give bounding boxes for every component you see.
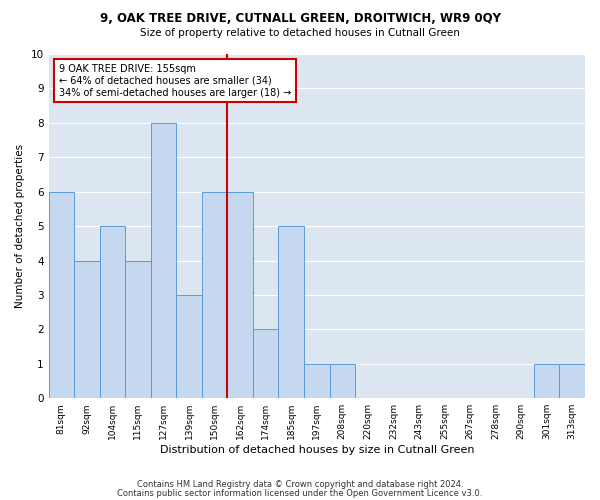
- Bar: [176, 295, 202, 398]
- Text: Contains HM Land Registry data © Crown copyright and database right 2024.: Contains HM Land Registry data © Crown c…: [137, 480, 463, 489]
- Bar: [278, 226, 304, 398]
- Bar: [253, 330, 278, 398]
- Text: Contains public sector information licensed under the Open Government Licence v3: Contains public sector information licen…: [118, 489, 482, 498]
- X-axis label: Distribution of detached houses by size in Cutnall Green: Distribution of detached houses by size …: [160, 445, 474, 455]
- Bar: [151, 123, 176, 398]
- Text: 9, OAK TREE DRIVE, CUTNALL GREEN, DROITWICH, WR9 0QY: 9, OAK TREE DRIVE, CUTNALL GREEN, DROITW…: [100, 12, 500, 26]
- Bar: [202, 192, 227, 398]
- Bar: [49, 192, 74, 398]
- Bar: [304, 364, 329, 398]
- Text: 9 OAK TREE DRIVE: 155sqm
← 64% of detached houses are smaller (34)
34% of semi-d: 9 OAK TREE DRIVE: 155sqm ← 64% of detach…: [59, 64, 292, 98]
- Bar: [227, 192, 253, 398]
- Bar: [74, 260, 100, 398]
- Text: Size of property relative to detached houses in Cutnall Green: Size of property relative to detached ho…: [140, 28, 460, 38]
- Bar: [534, 364, 559, 398]
- Bar: [125, 260, 151, 398]
- Y-axis label: Number of detached properties: Number of detached properties: [15, 144, 25, 308]
- Bar: [329, 364, 355, 398]
- Bar: [559, 364, 585, 398]
- Bar: [100, 226, 125, 398]
